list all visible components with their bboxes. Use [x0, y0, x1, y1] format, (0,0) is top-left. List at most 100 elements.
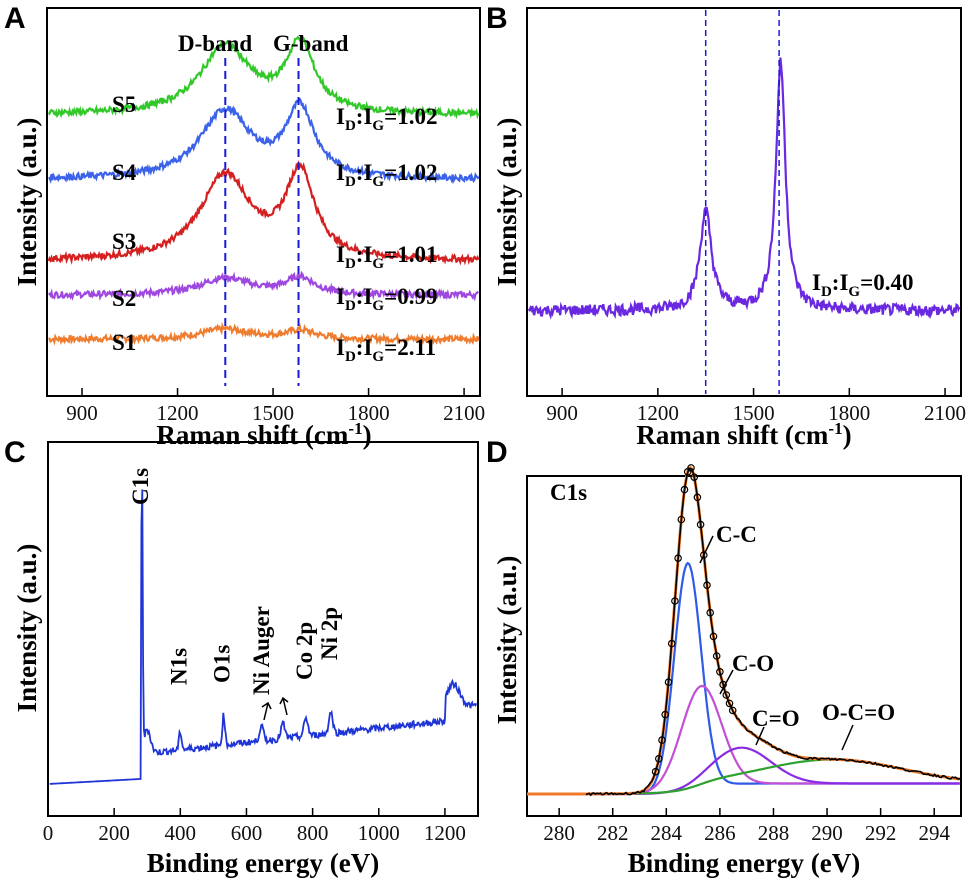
- data-point: [722, 691, 731, 699]
- plot-frame-a: [46, 7, 481, 397]
- peak-label: N1s: [166, 648, 191, 685]
- series-line-b: [527, 57, 961, 320]
- x-tick-label-b: 1800: [828, 401, 870, 425]
- arrow-icon: [699, 535, 714, 564]
- data-point: [709, 632, 718, 641]
- survey-line: [49, 489, 478, 785]
- arrow-icon: [841, 724, 854, 751]
- plot-frame-b: [526, 7, 962, 397]
- ratio-label-s3: ID:IG=1.01: [336, 242, 437, 272]
- component-label: C-C: [716, 522, 757, 547]
- data-point: [654, 754, 663, 763]
- d-band-label: D-band: [178, 31, 252, 56]
- x-tick-label-c: 1200: [424, 821, 466, 845]
- panel-a: S1 ID:IG=2.11 S2 ID:IG=0.99 S3 ID:IG=1.01 S4 ID…: [12, 7, 485, 450]
- c1s-title: C1s: [550, 480, 587, 505]
- data-point: [680, 485, 689, 494]
- peak-label: Ni 2p: [317, 607, 342, 660]
- x-tick-label-d: 284: [651, 821, 683, 845]
- series-label-s1: S1: [112, 330, 136, 355]
- x-ticks-c: 0 200 400 600 800 1000 1200: [43, 808, 466, 845]
- series-line-s1: [48, 321, 480, 346]
- x-tick-label-a: 900: [66, 401, 98, 425]
- raman-series-group-a: S1 ID:IG=2.11 S2 ID:IG=0.99 S3 ID:IG=1.01 S4 ID…: [47, 35, 480, 386]
- x-tick-label-d: 280: [543, 821, 575, 845]
- data-point: [671, 597, 679, 605]
- x-ticks-b: 900 1200 1500 1800 2100: [546, 388, 966, 425]
- ratio-label-s4: ID:IG=1.02: [336, 160, 437, 190]
- x-axis-label-d: Binding energy (eV): [628, 848, 861, 878]
- x-axis-label-c: Binding energy (eV): [147, 848, 380, 878]
- peak-label: C1s: [128, 468, 153, 505]
- panel-label-b: B: [486, 2, 508, 35]
- data-point: [661, 710, 670, 719]
- data-point: [693, 493, 702, 502]
- ratio-label-s2: ID:IG=0.99: [336, 284, 437, 314]
- x-tick-label-c: 1000: [358, 821, 400, 845]
- x-tick-label-a: 1200: [157, 401, 199, 425]
- x-tick-label-d: 290: [811, 821, 843, 845]
- data-point: [687, 464, 695, 472]
- data-point: [706, 608, 715, 617]
- data-point: [696, 520, 705, 529]
- data-point: [712, 652, 721, 660]
- y-axis-label-d: Intensity (a.u.): [492, 556, 522, 725]
- arrow-icon: [261, 701, 272, 721]
- component-label: C=O: [752, 706, 800, 731]
- x-tick-label-c: 800: [297, 821, 329, 845]
- x-tick-label-c: 400: [165, 821, 197, 845]
- component-o-c=o: [527, 758, 960, 796]
- peak-label: O1s: [210, 645, 235, 683]
- x-tick-label-c: 0: [43, 821, 54, 845]
- x-tick-label-c: 600: [231, 821, 263, 845]
- data-point: [725, 699, 734, 708]
- panel-b: ID:IG=0.40 900 1200 1500 1800 2100 Raman shi…: [492, 7, 966, 450]
- data-point: [651, 767, 660, 776]
- data-point: [658, 736, 666, 744]
- component-label: O-C=O: [822, 700, 895, 725]
- panel-label-a: A: [4, 2, 26, 35]
- peak-label: Co 2p: [292, 622, 317, 680]
- xps-survey-group: C1s N1s O1s Ni Auger Co 2p Ni 2p: [49, 468, 478, 785]
- x-tick-label-a: 2100: [443, 401, 485, 425]
- x-tick-label-d: 294: [918, 821, 950, 845]
- x-tick-label-a: 1500: [252, 401, 294, 425]
- arrow-icon: [279, 696, 289, 716]
- y-axis-label-b: Intensity (a.u.): [492, 118, 522, 287]
- x-axis-label-b: Raman shift (cm-1): [636, 419, 851, 450]
- y-axis-label-a: Intensity (a.u.): [12, 118, 42, 287]
- raman-series-group-b: ID:IG=0.40: [527, 10, 961, 394]
- arrow-icon: [755, 726, 765, 746]
- panel-c: C1s N1s O1s Ni Auger Co 2p Ni 2p 0 200 400 600 80…: [12, 441, 479, 878]
- ratio-label-b: ID:IG=0.40: [812, 270, 913, 300]
- data-point: [677, 515, 686, 524]
- series-line-s5: [47, 35, 480, 120]
- series-label-s4: S4: [112, 160, 137, 185]
- c1s-fit-group: C-C C-O C=O O-C=O: [527, 464, 961, 797]
- panel-label-c: C: [4, 436, 26, 469]
- data-point: [728, 706, 737, 715]
- ratio-label-s1: ID:IG=2.11: [336, 335, 436, 365]
- fit-envelope: [527, 465, 960, 796]
- x-tick-label-b: 2100: [924, 401, 966, 425]
- arrow-icon: [719, 669, 734, 695]
- data-point: [664, 678, 673, 687]
- series-line-s3: [47, 160, 480, 266]
- series-line-s2: [48, 270, 480, 302]
- ratio-label-s5: ID:IG=1.02: [336, 104, 437, 134]
- plot-frame-d: [526, 475, 962, 817]
- data-point: [716, 667, 724, 676]
- x-axis-label-a: Raman shift (cm-1): [156, 419, 371, 450]
- panel-label-d: D: [486, 436, 508, 469]
- data-point: [703, 581, 711, 590]
- raw-data-line: [585, 467, 961, 797]
- component-c-c: [527, 561, 960, 796]
- x-tick-label-c: 200: [98, 821, 130, 845]
- data-point: [667, 639, 676, 648]
- x-tick-label-d: 282: [597, 821, 629, 845]
- x-tick-label-d: 292: [865, 821, 897, 845]
- series-label-s5: S5: [112, 92, 136, 117]
- series-label-s2: S2: [112, 286, 136, 311]
- x-ticks-d: 280 282 284 286 288 290 292 294: [543, 808, 950, 845]
